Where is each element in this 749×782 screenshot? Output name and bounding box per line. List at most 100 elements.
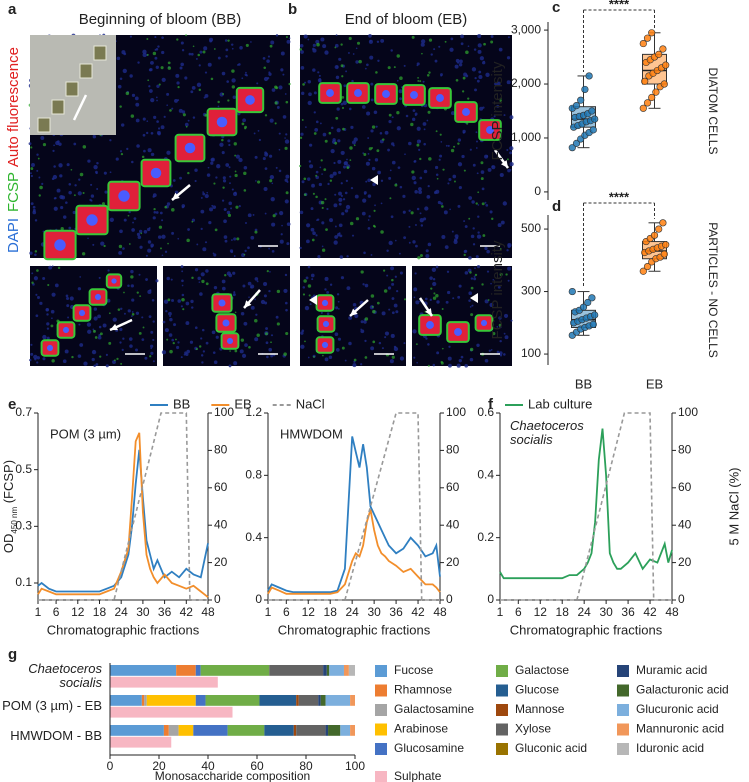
- nucleus-speck: [275, 34, 279, 37]
- x-tick-label: 42: [411, 605, 425, 619]
- arrowhead: [172, 192, 180, 200]
- fcsp-speck: [372, 309, 376, 314]
- nucleus-speck: [355, 60, 359, 64]
- nucleus-speck: [199, 292, 203, 296]
- nucleus-speck: [195, 57, 198, 60]
- nucleus-speck: [35, 293, 38, 296]
- nucleus-speck: [77, 191, 82, 196]
- y-tick-label: 0.7: [15, 405, 32, 419]
- nucleus-speck: [284, 178, 288, 182]
- nucleus-speck: [271, 88, 276, 92]
- y2-tick-label: 60: [214, 480, 228, 494]
- fcsp-speck: [82, 191, 85, 195]
- nucleus-speck: [415, 300, 420, 305]
- nucleus-speck: [469, 357, 474, 362]
- fcsp-speck: [257, 180, 261, 184]
- bar-segment: [340, 725, 351, 736]
- nucleus-speck: [143, 149, 146, 153]
- fcsp-speck: [487, 299, 490, 301]
- nucleus-speck: [233, 192, 238, 197]
- nucleus-speck: [498, 316, 502, 320]
- nucleus-speck: [276, 106, 280, 109]
- fcsp-speck: [182, 113, 186, 117]
- nucleus-speck: [205, 341, 209, 345]
- nucleus-speck: [270, 334, 274, 337]
- nucleus-speck: [484, 246, 488, 251]
- point: [591, 115, 599, 123]
- nucleus-speck: [342, 198, 346, 201]
- nucleus-speck: [255, 180, 257, 182]
- cell-nucleus: [54, 239, 66, 251]
- nucleus-speck: [461, 154, 465, 159]
- nucleus-speck: [181, 49, 185, 52]
- nucleus-speck: [363, 320, 367, 324]
- point: [641, 77, 649, 85]
- x-tick-label: 6: [53, 605, 60, 619]
- fcsp-speck: [415, 343, 418, 346]
- fcsp-speck: [224, 274, 227, 277]
- nucleus-speck: [215, 335, 219, 339]
- nucleus-speck: [305, 276, 309, 280]
- nucleus-speck: [171, 231, 175, 235]
- fcsp-speck: [136, 291, 139, 294]
- nucleus-speck: [389, 169, 392, 172]
- x-axis-label: Chromatographic fractions: [47, 622, 200, 637]
- nucleus-speck: [120, 123, 125, 127]
- nucleus-speck: [307, 100, 312, 106]
- nucleus-speck: [367, 137, 370, 139]
- fcsp-speck: [313, 355, 315, 358]
- fcsp-speck: [234, 173, 238, 178]
- nucleus-speck: [477, 33, 482, 39]
- y2-tick-label: 20: [678, 555, 692, 569]
- nucleus-speck: [228, 166, 231, 169]
- nucleus-speck: [96, 188, 99, 190]
- cell-nucleus: [321, 341, 329, 349]
- nucleus-speck: [191, 306, 194, 309]
- nucleus-speck: [87, 159, 91, 163]
- nucleus-speck: [137, 61, 140, 64]
- nucleus-speck: [30, 343, 33, 346]
- panel-letter: a: [8, 1, 17, 18]
- fcsp-speck: [167, 61, 171, 65]
- nucleus-speck: [353, 137, 358, 142]
- nucleus-speck: [328, 355, 333, 360]
- nucleus-speck: [355, 47, 358, 50]
- fcsp-speck: [202, 50, 206, 54]
- nucleus-speck: [119, 77, 123, 80]
- legend-label: Xylose: [515, 722, 551, 736]
- x-tick-label: 12: [302, 605, 316, 619]
- nucleus-speck: [73, 142, 77, 146]
- nucleus-speck: [86, 322, 92, 327]
- nucleus-speck: [509, 169, 512, 171]
- nucleus-speck: [228, 143, 231, 147]
- significance: ****: [609, 0, 630, 11]
- nucleus-speck: [361, 211, 366, 216]
- nucleus-speck: [384, 336, 387, 339]
- nucleus-speck: [433, 48, 436, 51]
- fcsp-speck: [130, 275, 134, 279]
- bar-segment: [176, 665, 196, 676]
- nucleus-speck: [379, 131, 383, 135]
- nucleus-speck: [131, 93, 136, 98]
- fcsp-speck: [470, 313, 474, 317]
- y-tick-label: 0.4: [477, 468, 494, 482]
- nucleus-speck: [346, 158, 348, 161]
- nucleus-speck: [155, 65, 159, 69]
- nucleus-speck: [507, 36, 510, 39]
- nucleus-speck: [161, 50, 165, 55]
- nucleus-speck: [150, 330, 154, 334]
- nucleus-speck: [194, 179, 197, 183]
- nucleus-speck: [270, 197, 275, 202]
- fcsp-speck: [320, 200, 325, 205]
- fcsp-speck: [31, 281, 34, 284]
- nucleus-speck: [250, 305, 255, 310]
- nucleus-speck: [305, 126, 307, 128]
- point: [662, 61, 670, 69]
- fcsp-speck: [349, 146, 353, 150]
- fcsp-speck: [177, 85, 180, 89]
- fcsp-speck: [480, 177, 484, 181]
- fcsp-speck: [274, 122, 277, 125]
- x-tick-label: 24: [345, 605, 359, 619]
- nucleus-speck: [348, 341, 352, 346]
- fcsp-speck: [428, 71, 431, 74]
